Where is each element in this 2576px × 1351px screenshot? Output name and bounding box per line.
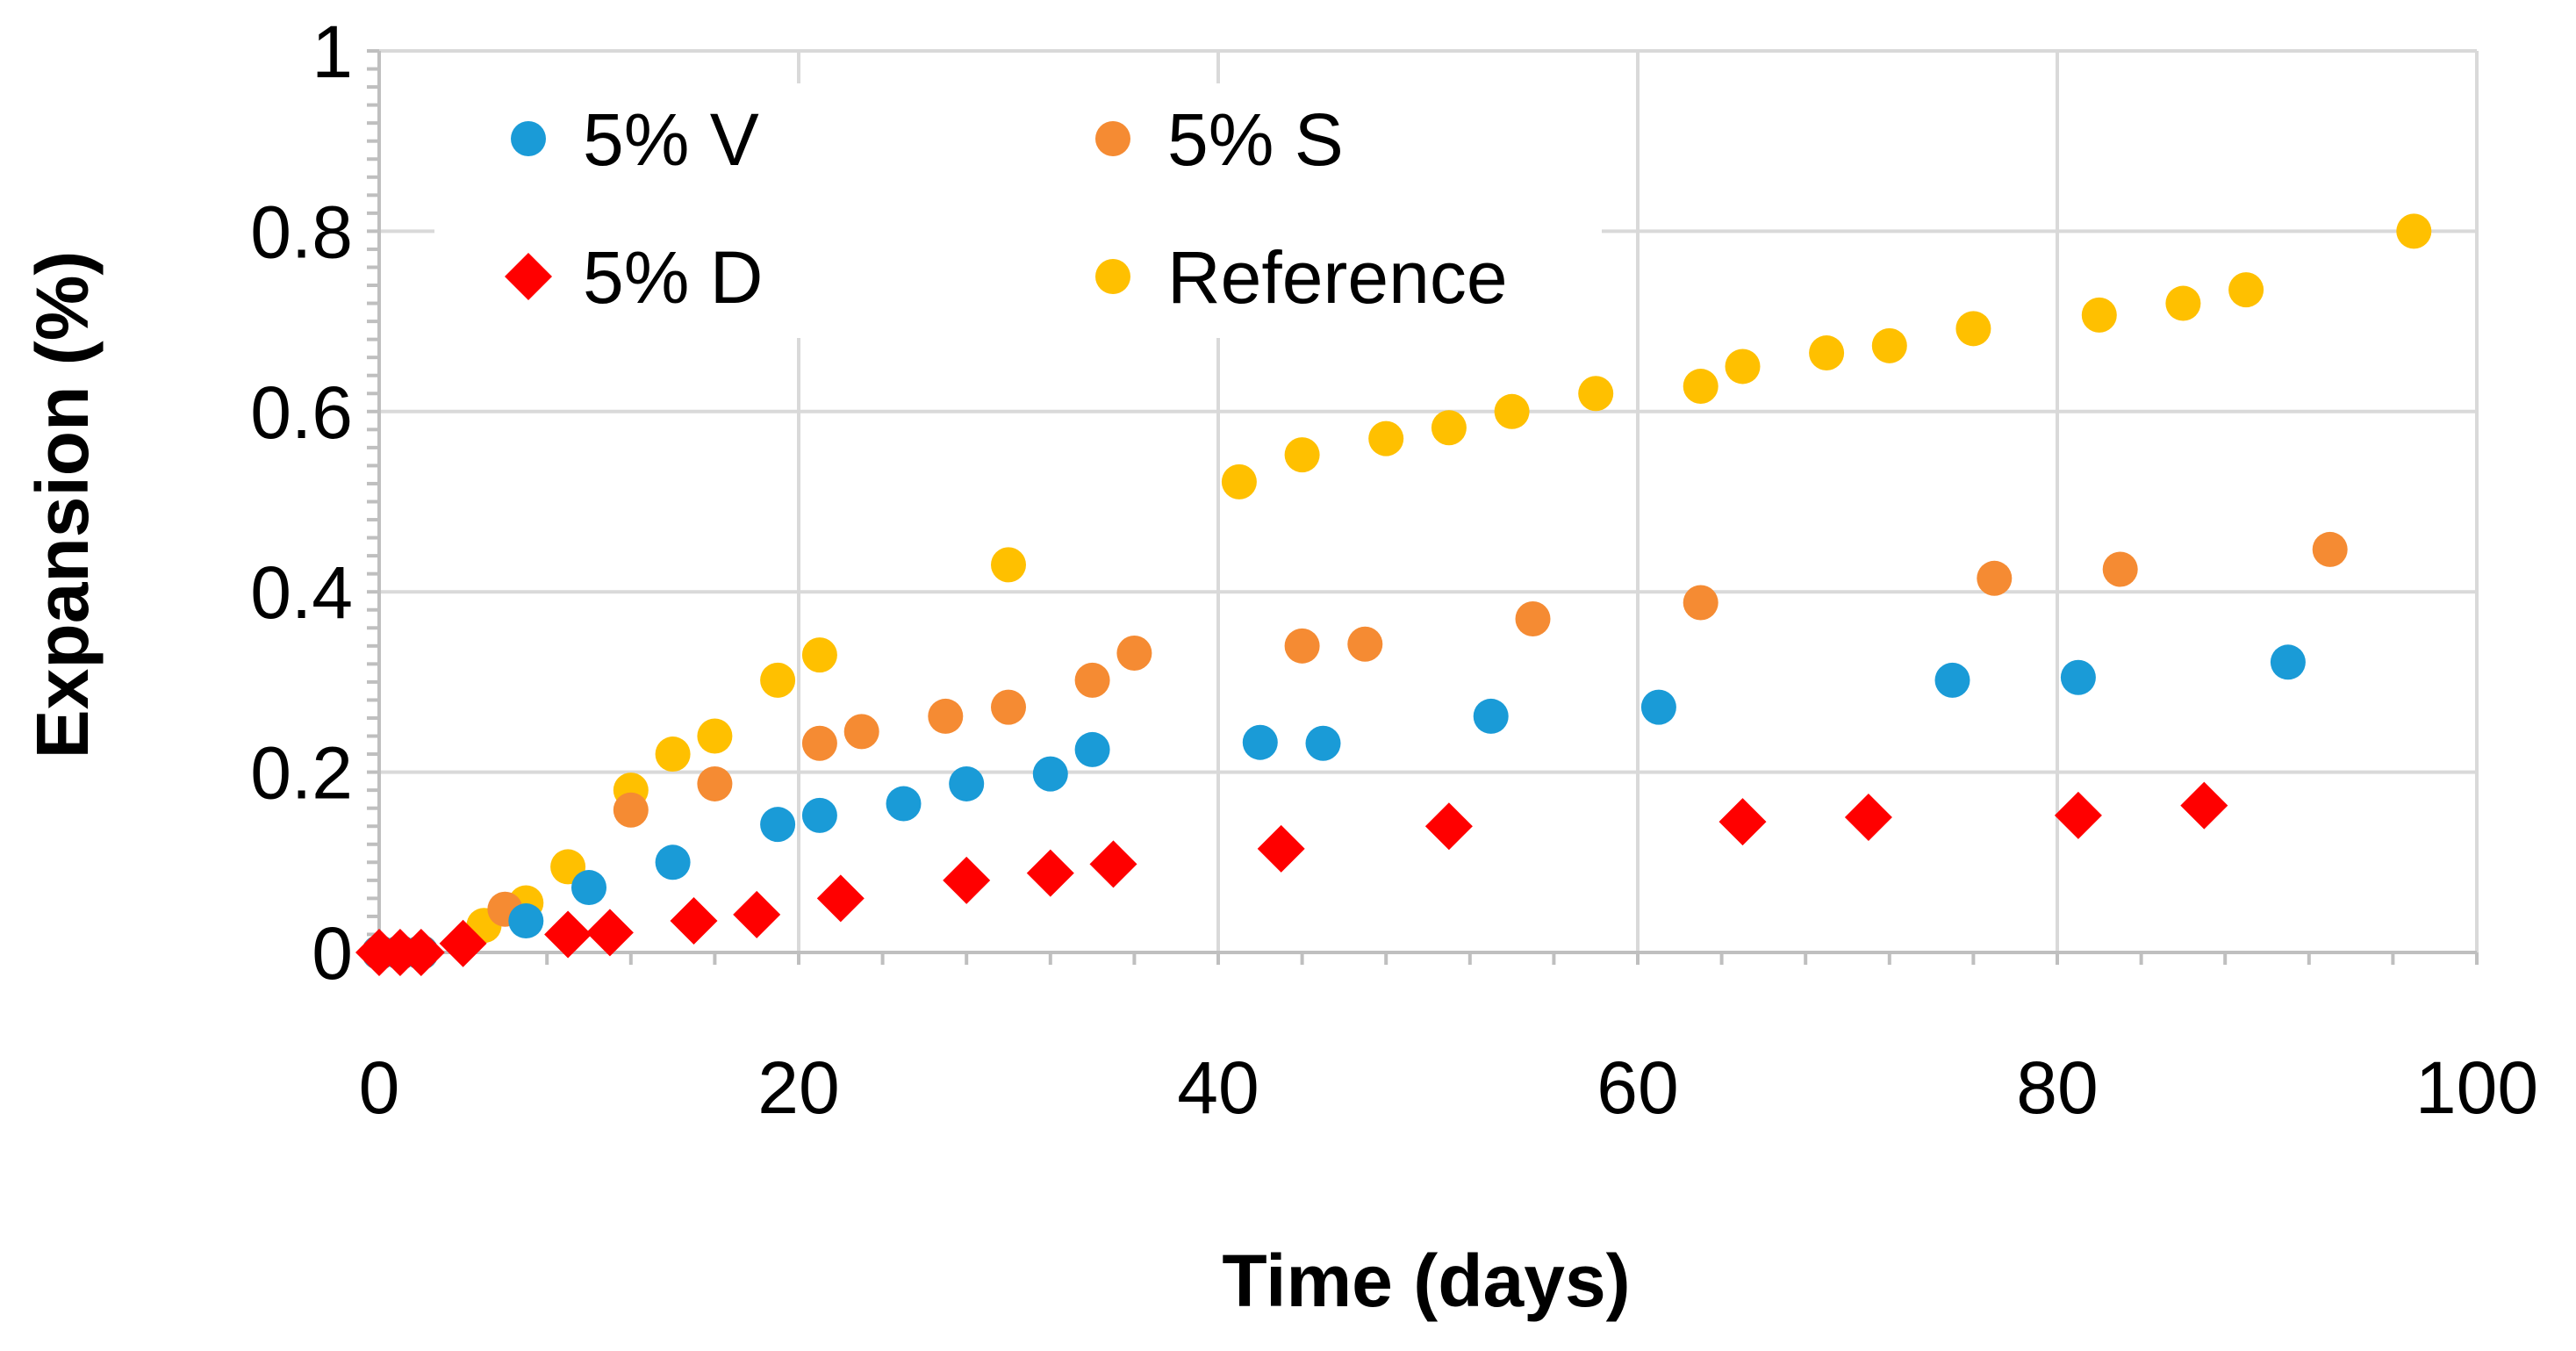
data-point-5-v (1640, 689, 1676, 725)
data-point-5-d (1844, 793, 1892, 841)
data-point-reference (760, 662, 796, 698)
legend-background (434, 83, 1602, 338)
data-point-reference (655, 737, 691, 773)
data-point-5-s (1284, 628, 1320, 664)
data-point-reference (1221, 464, 1257, 499)
data-point-5-d (670, 897, 718, 945)
data-point-5-d (585, 909, 634, 957)
x-tick-label: 20 (757, 1046, 839, 1129)
data-point-5-d (397, 929, 445, 976)
data-point-reference (2081, 297, 2117, 333)
legend-marker-5v (511, 121, 546, 156)
x-tick-label: 40 (1177, 1046, 1259, 1129)
legend-label-5d: 5% D (583, 236, 763, 319)
data-point-reference (1871, 327, 1907, 363)
legend-marker-5d (505, 253, 552, 300)
data-point-reference (697, 718, 733, 754)
data-point-5-v (2270, 644, 2306, 680)
x-axis-title: Time (days) (1222, 1240, 1630, 1322)
data-point-5-s (801, 725, 837, 761)
data-point-reference (1284, 437, 1320, 473)
data-point-5-s (2102, 551, 2138, 587)
legend-marker-reference (1095, 259, 1130, 294)
y-tick-label: 0.8 (250, 190, 353, 273)
data-point-5-s (991, 689, 1026, 725)
y-tick-label: 0.6 (250, 371, 353, 454)
legend-marker-5s (1095, 121, 1130, 156)
y-axis-title: Expansion (%) (21, 251, 104, 759)
data-point-5-s (1683, 585, 1719, 621)
legend-label-reference: Reference (1167, 236, 1508, 319)
data-point-reference (1368, 420, 1404, 456)
data-point-reference (1494, 393, 1530, 429)
data-point-5-v (1934, 662, 1970, 698)
data-point-5-v (508, 903, 544, 939)
data-point-5-s (1977, 560, 2013, 596)
data-point-5-s (843, 714, 879, 750)
data-point-reference (2228, 272, 2264, 308)
data-point-5-v (655, 844, 691, 880)
data-point-5-d (1424, 802, 1473, 851)
x-tick-label: 0 (359, 1046, 400, 1129)
legend: 5% V 5% S 5% D Reference (434, 83, 1602, 338)
x-tick-label: 80 (2016, 1046, 2098, 1129)
data-point-5-d (2054, 791, 2102, 839)
axes (367, 49, 2479, 965)
data-point-5-s (2312, 531, 2348, 567)
data-point-reference (2165, 285, 2201, 321)
data-point-5-v (886, 786, 922, 822)
legend-label-5s: 5% S (1167, 98, 1344, 181)
y-tick-label: 1 (312, 11, 353, 93)
data-point-5-d (816, 874, 865, 923)
data-point-5-d (544, 910, 592, 959)
data-point-5-v (949, 765, 985, 801)
data-point-reference (1955, 311, 1991, 347)
data-point-5-s (1074, 662, 1110, 698)
data-point-reference (991, 547, 1026, 583)
data-point-5-s (613, 792, 649, 828)
data-point-5-s (1116, 636, 1152, 672)
data-point-5-d (1089, 840, 1137, 888)
y-tick-label: 0 (312, 912, 353, 995)
data-point-5-s (1347, 626, 1383, 662)
data-point-reference (1809, 335, 1845, 371)
data-point-5-v (1305, 725, 1341, 761)
data-point-reference (1431, 410, 1467, 446)
data-point-5-d (733, 890, 781, 938)
data-point-5-d (2180, 781, 2228, 830)
data-point-5-v (760, 807, 796, 843)
data-point-reference (2396, 213, 2432, 249)
y-tick-label: 0.2 (250, 732, 353, 815)
data-point-5-d (1026, 849, 1074, 897)
y-tick-label: 0.4 (250, 551, 353, 634)
data-point-5-d (1257, 824, 1305, 873)
data-point-reference (1578, 376, 1614, 412)
data-point-5-v (1074, 731, 1110, 767)
data-point-5-v (571, 870, 606, 906)
data-point-5-v (2060, 659, 2096, 695)
data-point-reference (801, 637, 837, 673)
data-point-reference (1683, 369, 1719, 405)
legend-label-5v: 5% V (583, 98, 759, 181)
data-point-5-d (943, 856, 991, 904)
data-point-reference (1725, 349, 1761, 384)
data-point-5-v (1473, 698, 1509, 734)
data-point-5-s (928, 698, 964, 734)
x-tick-label: 60 (1597, 1046, 1678, 1129)
data-point-5-d (439, 919, 487, 967)
data-point-5-d (1719, 798, 1767, 846)
data-point-5-v (801, 797, 837, 833)
data-point-5-s (1515, 601, 1551, 637)
data-point-5-v (1032, 756, 1068, 792)
data-points (355, 213, 2432, 976)
data-point-5-v (1242, 724, 1278, 760)
data-point-5-s (697, 765, 733, 801)
tick-labels: 0 0.2 0.4 0.6 0.8 1 0 20 40 60 80 100 (250, 11, 2538, 1129)
x-tick-label: 100 (2415, 1046, 2538, 1129)
